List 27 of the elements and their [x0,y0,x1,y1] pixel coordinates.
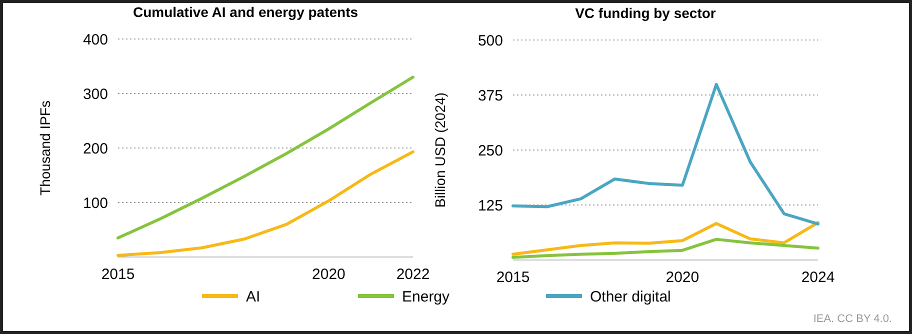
x-tick-label: 2020 [312,266,346,283]
chart-title: VC funding by sector [575,5,716,21]
line-series [116,150,414,257]
y-tick-label: 375 [478,87,503,104]
line-series [512,82,820,226]
y-tick-label: 400 [82,31,108,48]
line-series [116,76,414,240]
legend-label: Energy [402,288,450,306]
line-series [512,221,820,256]
y-axis-title: Thousand IPFs [37,100,53,196]
y-tick-label: 200 [82,140,108,158]
y-tick-label: 250 [478,142,503,160]
x-tick-label: 2022 [396,266,430,283]
x-tick-label: 2015 [496,269,530,286]
chart-title: Cumulative AI and energy patents [132,4,358,20]
text: IEA. CC BY 4.0. [813,313,892,325]
y-tick-label: 125 [478,197,503,214]
x-tick-label: 2024 [801,269,835,286]
y-tick-label: 500 [478,32,503,50]
x-tick-label: 2015 [101,266,135,283]
y-tick-label: 100 [82,194,108,212]
x-tick-label: 2020 [666,269,700,286]
line-series [512,238,820,259]
legend-label: AI [246,288,260,306]
legend-label: Other digital [590,288,671,306]
y-axis-title: Billion USD (2024) [432,92,448,208]
y-tick-label: 300 [82,86,108,103]
